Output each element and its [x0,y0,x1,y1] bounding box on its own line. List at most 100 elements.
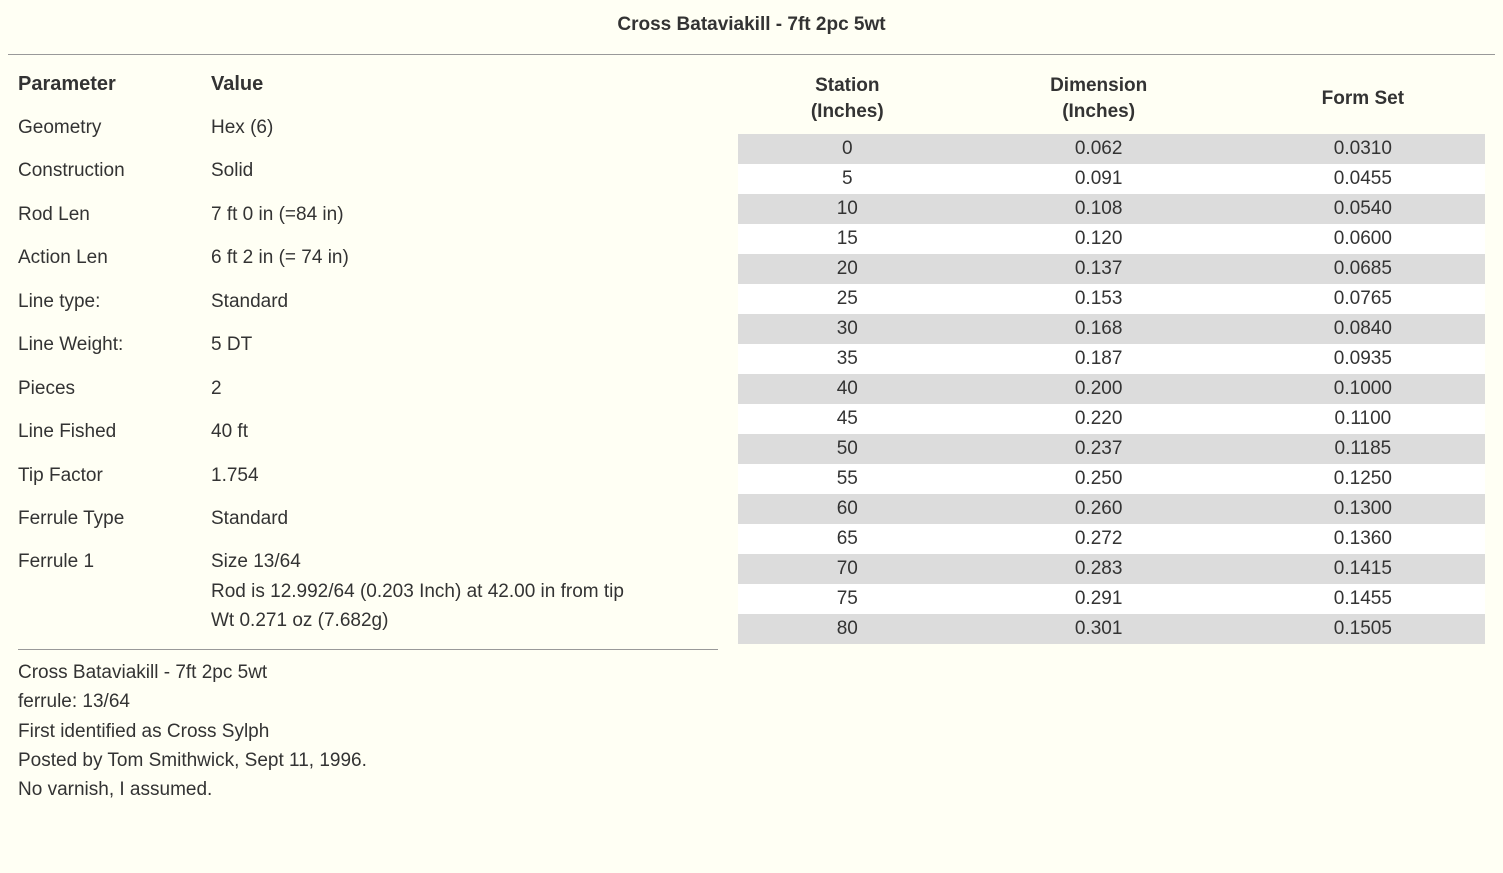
station-cell-station: 55 [738,464,957,494]
station-cell-formset: 0.1300 [1241,494,1485,524]
station-cell-formset: 0.0310 [1241,134,1485,164]
station-cell-formset: 0.0935 [1241,344,1485,374]
param-name-cell: Line type: [18,280,211,323]
param-value-cell: 7 ft 0 in (=84 in) [211,193,718,236]
station-cell-station: 65 [738,524,957,554]
station-row: 400.2000.1000 [738,374,1485,404]
station-row: 150.1200.0600 [738,224,1485,254]
param-value-cell: Hex (6) [211,106,718,149]
param-row: Ferrule TypeStandard [18,497,718,540]
param-name-cell: Line Weight: [18,323,211,366]
param-name-cell: Tip Factor [18,454,211,497]
station-cell-dimension: 0.091 [957,164,1241,194]
station-cell-dimension: 0.237 [957,434,1241,464]
param-name-cell: Pieces [18,367,211,410]
param-name-cell: Geometry [18,106,211,149]
param-value-cell: 2 [211,367,718,410]
param-name-cell: Rod Len [18,193,211,236]
station-cell-dimension: 0.120 [957,224,1241,254]
station-row: 500.2370.1185 [738,434,1485,464]
station-cell-formset: 0.1505 [1241,614,1485,644]
station-cell-station: 25 [738,284,957,314]
station-row: 200.1370.0685 [738,254,1485,284]
station-cell-formset: 0.1360 [1241,524,1485,554]
station-cell-dimension: 0.260 [957,494,1241,524]
param-value-cell: Solid [211,149,718,192]
station-cell-dimension: 0.283 [957,554,1241,584]
station-cell-formset: 0.1100 [1241,404,1485,434]
param-row: ConstructionSolid [18,149,718,192]
station-cell-dimension: 0.062 [957,134,1241,164]
station-cell-formset: 0.1000 [1241,374,1485,404]
param-name-cell: Action Len [18,236,211,279]
parameter-table: Parameter Value GeometryHex (6)Construct… [18,65,718,643]
param-name-cell: Ferrule Type [18,497,211,540]
station-row: 700.2830.1415 [738,554,1485,584]
station-cell-station: 0 [738,134,957,164]
station-cell-station: 45 [738,404,957,434]
station-row: 100.1080.0540 [738,194,1485,224]
param-value-cell: 40 ft [211,410,718,453]
station-cell-dimension: 0.153 [957,284,1241,314]
station-row: 50.0910.0455 [738,164,1485,194]
station-cell-station: 5 [738,164,957,194]
station-cell-dimension: 0.200 [957,374,1241,404]
station-cell-dimension: 0.137 [957,254,1241,284]
param-value-cell: Standard [211,497,718,540]
param-name-cell: Line Fished [18,410,211,453]
param-value-cell: 5 DT [211,323,718,366]
param-name-cell: Ferrule 1 [18,540,211,642]
param-row: Line Fished40 ft [18,410,718,453]
station-cell-formset: 0.0840 [1241,314,1485,344]
station-cell-formset: 0.0600 [1241,224,1485,254]
station-cell-formset: 0.0685 [1241,254,1485,284]
param-row: Line Weight:5 DT [18,323,718,366]
param-row: Action Len6 ft 2 in (= 74 in) [18,236,718,279]
station-cell-dimension: 0.272 [957,524,1241,554]
content-area: Parameter Value GeometryHex (6)Construct… [0,55,1503,825]
station-row: 300.1680.0840 [738,314,1485,344]
param-value-cell: Standard [211,280,718,323]
station-cell-station: 20 [738,254,957,284]
station-cell-station: 50 [738,434,957,464]
station-cell-formset: 0.1415 [1241,554,1485,584]
param-value-cell: Size 13/64Rod is 12.992/64 (0.203 Inch) … [211,540,718,642]
station-cell-dimension: 0.187 [957,344,1241,374]
param-name-cell: Construction [18,149,211,192]
station-cell-formset: 0.0455 [1241,164,1485,194]
station-header-station: Station(Inches) [738,65,957,134]
station-cell-formset: 0.0765 [1241,284,1485,314]
station-header-formset: Form Set [1241,65,1485,134]
station-header-dimension: Dimension(Inches) [957,65,1241,134]
station-cell-station: 35 [738,344,957,374]
notes-text: Cross Bataviakill - 7ft 2pc 5wtferrule: … [18,658,718,825]
station-row: 800.3010.1505 [738,614,1485,644]
station-cell-station: 75 [738,584,957,614]
right-column: Station(Inches) Dimension(Inches) Form S… [738,65,1485,825]
divider-bottom [18,649,718,650]
station-cell-formset: 0.1250 [1241,464,1485,494]
left-column: Parameter Value GeometryHex (6)Construct… [18,65,738,825]
station-cell-dimension: 0.291 [957,584,1241,614]
station-row: 600.2600.1300 [738,494,1485,524]
station-cell-formset: 0.0540 [1241,194,1485,224]
station-cell-station: 70 [738,554,957,584]
station-cell-station: 10 [738,194,957,224]
station-cell-station: 80 [738,614,957,644]
station-cell-station: 30 [738,314,957,344]
param-header-parameter: Parameter [18,65,211,106]
station-row: 00.0620.0310 [738,134,1485,164]
station-row: 650.2720.1360 [738,524,1485,554]
station-cell-dimension: 0.108 [957,194,1241,224]
station-row: 450.2200.1100 [738,404,1485,434]
station-cell-station: 60 [738,494,957,524]
station-cell-dimension: 0.301 [957,614,1241,644]
param-row: GeometryHex (6) [18,106,718,149]
param-value-cell: 1.754 [211,454,718,497]
param-row: Pieces2 [18,367,718,410]
station-cell-formset: 0.1185 [1241,434,1485,464]
station-cell-station: 40 [738,374,957,404]
station-row: 250.1530.0765 [738,284,1485,314]
station-table: Station(Inches) Dimension(Inches) Form S… [738,65,1485,644]
param-value-cell: 6 ft 2 in (= 74 in) [211,236,718,279]
